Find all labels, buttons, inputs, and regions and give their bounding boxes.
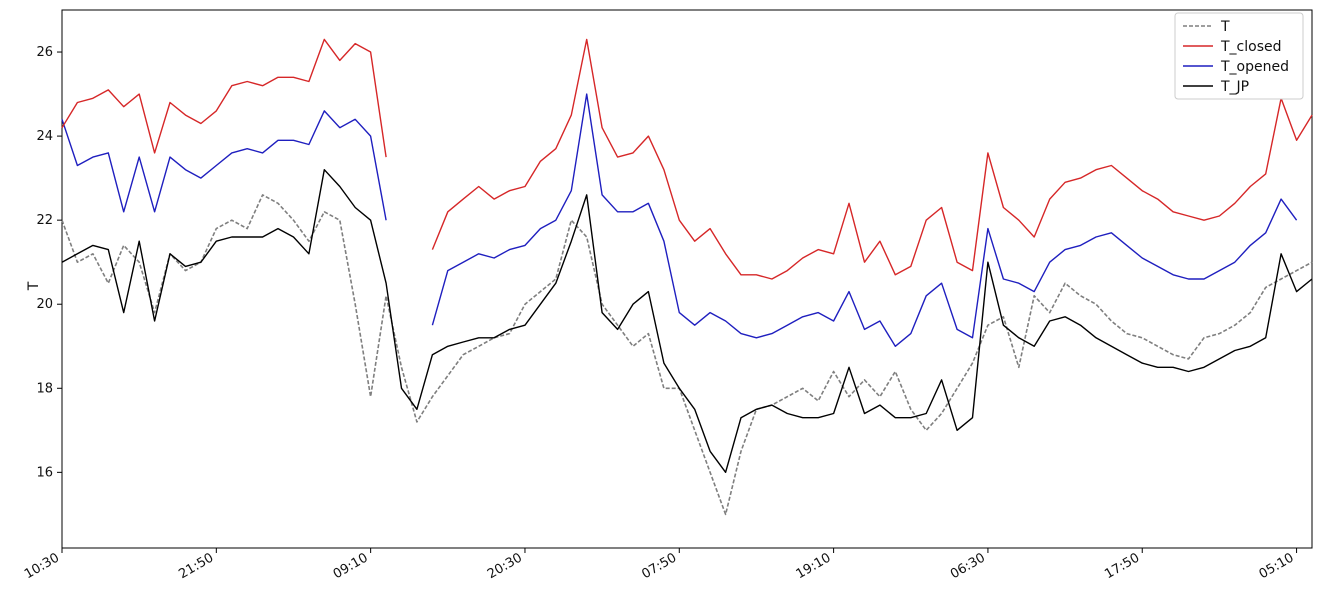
legend-label-t: T — [1220, 19, 1230, 35]
x-tick-label: 19:10 — [794, 550, 834, 582]
x-tick-label: 20:30 — [485, 550, 525, 582]
x-tick-label: 05:10 — [1257, 550, 1297, 582]
legend-label-t-opened: T_opened — [1220, 59, 1289, 75]
y-tick-label: 26 — [36, 45, 53, 60]
x-tick-label: 06:30 — [948, 550, 988, 582]
legend: T T_closed T_opened T_JP — [1174, 12, 1304, 100]
plot-area — [61, 9, 1313, 549]
series-line-t-closed — [61, 38, 1313, 280]
y-tick-label: 20 — [36, 297, 53, 312]
x-tick-label: 09:10 — [331, 550, 371, 582]
legend-label-t-closed: T_closed — [1220, 39, 1282, 55]
y-tick-label: 22 — [36, 213, 53, 228]
x-tick-label: 07:50 — [639, 550, 679, 582]
legend-label-t-jp: T_JP — [1220, 79, 1249, 95]
y-axis: 16 18 20 22 24 26 — [36, 45, 62, 480]
series-line-t-opened — [61, 93, 1298, 347]
x-axis: 10:30 21:50 09:10 20:30 07:50 19:10 06:30 17:50… — [22, 548, 1298, 582]
series-layer — [61, 38, 1313, 516]
y-tick-label: 18 — [36, 381, 53, 396]
series-line-t-jp — [61, 169, 1313, 473]
legend-box — [1174, 12, 1304, 100]
x-tick-label: 10:30 — [22, 550, 62, 582]
y-axis-title: T — [26, 281, 42, 291]
y-tick-label: 24 — [36, 129, 53, 144]
y-tick-label: 16 — [36, 465, 53, 480]
x-tick-label: 21:50 — [176, 550, 216, 582]
x-tick-label: 17:50 — [1102, 550, 1142, 582]
